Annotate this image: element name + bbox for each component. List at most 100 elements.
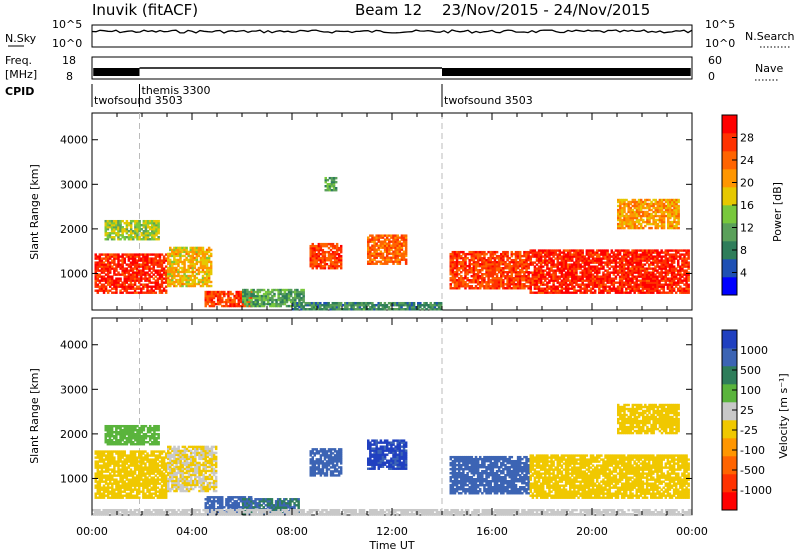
scatter-cell: [106, 236, 110, 239]
scatter-cell: [633, 200, 637, 204]
scatter-cell: [96, 484, 100, 487]
scatter-cell: [662, 204, 666, 208]
scatter-cell: [470, 254, 474, 258]
scatter-cell: [493, 269, 497, 272]
scatter-cell: [96, 474, 100, 477]
scatter-cell: [664, 283, 668, 286]
scatter-cell: [390, 256, 393, 259]
scatter-cell: [506, 256, 509, 260]
scatter-cell: [500, 254, 503, 258]
scatter-cell: [435, 307, 439, 311]
scatter-cell: [106, 255, 110, 258]
scatter-cell: [223, 300, 226, 304]
scatter-cell: [641, 285, 645, 288]
scatter-cell: [508, 262, 511, 266]
scatter-cell: [564, 263, 568, 266]
scatter-cell: [115, 480, 118, 483]
scatter-cell: [664, 265, 668, 268]
scatter-cell: [269, 290, 272, 294]
scatter-cell: [275, 300, 278, 304]
scatter-cell: [96, 492, 100, 495]
scatter-cell: [331, 262, 335, 266]
scatter-cell: [110, 236, 114, 239]
scatter-cell: [483, 277, 486, 280]
scatter-cell: [414, 305, 418, 309]
scatter-cell: [451, 277, 455, 280]
scatter-cell: [573, 285, 576, 288]
scatter-cell: [485, 262, 488, 266]
scatter-cell: [112, 230, 116, 233]
scatter-cell: [235, 294, 238, 298]
scatter-cell: [100, 470, 104, 473]
scatter-cell: [311, 258, 314, 262]
scatter-cell: [451, 260, 455, 264]
scatter-cell: [600, 275, 603, 278]
scatter-cell: [606, 265, 609, 268]
scatter-cell: [677, 273, 680, 276]
scatter-cell: [453, 281, 457, 284]
scatter-cell: [138, 238, 141, 241]
scatter-cell: [474, 262, 478, 266]
scatter-cell: [262, 298, 266, 302]
scatter-cell: [668, 291, 672, 294]
scatter-cell: [131, 273, 135, 276]
scatter-cell: [106, 223, 110, 227]
scatter-cell: [521, 279, 524, 282]
scatter-cell: [205, 282, 209, 286]
scatter-cell: [573, 275, 576, 278]
scatter-cell: [556, 267, 559, 270]
scatter-cell: [481, 260, 484, 264]
scatter-cell: [612, 251, 616, 254]
scatter-cell: [153, 232, 156, 235]
scatter-cell: [109, 474, 112, 477]
power-colorbar-label: Power [dB]: [771, 182, 784, 242]
scatter-cell: [521, 277, 524, 280]
scatter-cell: [497, 256, 501, 260]
scatter-cell: [385, 254, 389, 257]
scatter-cell: [685, 259, 688, 262]
scatter-cell: [317, 307, 320, 311]
scatter-cell: [157, 230, 160, 233]
scatter-cell: [144, 291, 147, 294]
scatter-cell: [337, 307, 341, 311]
scatter-cell: [209, 262, 213, 266]
scatter-cell: [169, 248, 172, 252]
scatter-cell: [108, 234, 112, 237]
scatter-cell: [327, 266, 331, 270]
scatter-cell: [197, 268, 201, 272]
scatter-cell: [113, 458, 116, 461]
scatter-cell: [381, 252, 385, 255]
scatter-cell: [244, 290, 247, 294]
scatter-cell: [508, 256, 511, 260]
scatter-cell: [123, 283, 126, 286]
scatter-cell: [199, 246, 203, 250]
scatter-cell: [173, 272, 176, 276]
scatter-cell: [620, 267, 624, 270]
scatter-cell: [129, 234, 133, 237]
scatter-cell: [474, 287, 478, 290]
scatter-cell: [98, 490, 102, 493]
scatter-cell: [529, 287, 532, 290]
scatter-cell: [660, 218, 664, 222]
scatter-cell: [619, 226, 622, 230]
scatter-cell: [431, 305, 435, 309]
scatter-cell: [598, 287, 601, 290]
scatter-cell: [283, 302, 287, 306]
scatter-cell: [606, 257, 609, 260]
scatter-cell: [687, 291, 690, 294]
scatter-cell: [623, 216, 626, 220]
scatter-cell: [315, 244, 319, 248]
scatter-cell: [677, 277, 680, 280]
scatter-cell: [131, 253, 135, 256]
scatter-cell: [645, 271, 649, 274]
scatter-cell: [639, 261, 643, 264]
scatter-cell: [670, 249, 674, 252]
scatter-cell: [633, 261, 636, 264]
scatter-cell: [294, 288, 297, 292]
scatter-cell: [533, 281, 537, 284]
scatter-cell: [625, 289, 628, 292]
scatter-cell: [127, 458, 131, 461]
scatter-cell: [635, 253, 638, 256]
scatter-cell: [631, 220, 635, 224]
scatter-cell: [111, 458, 114, 461]
